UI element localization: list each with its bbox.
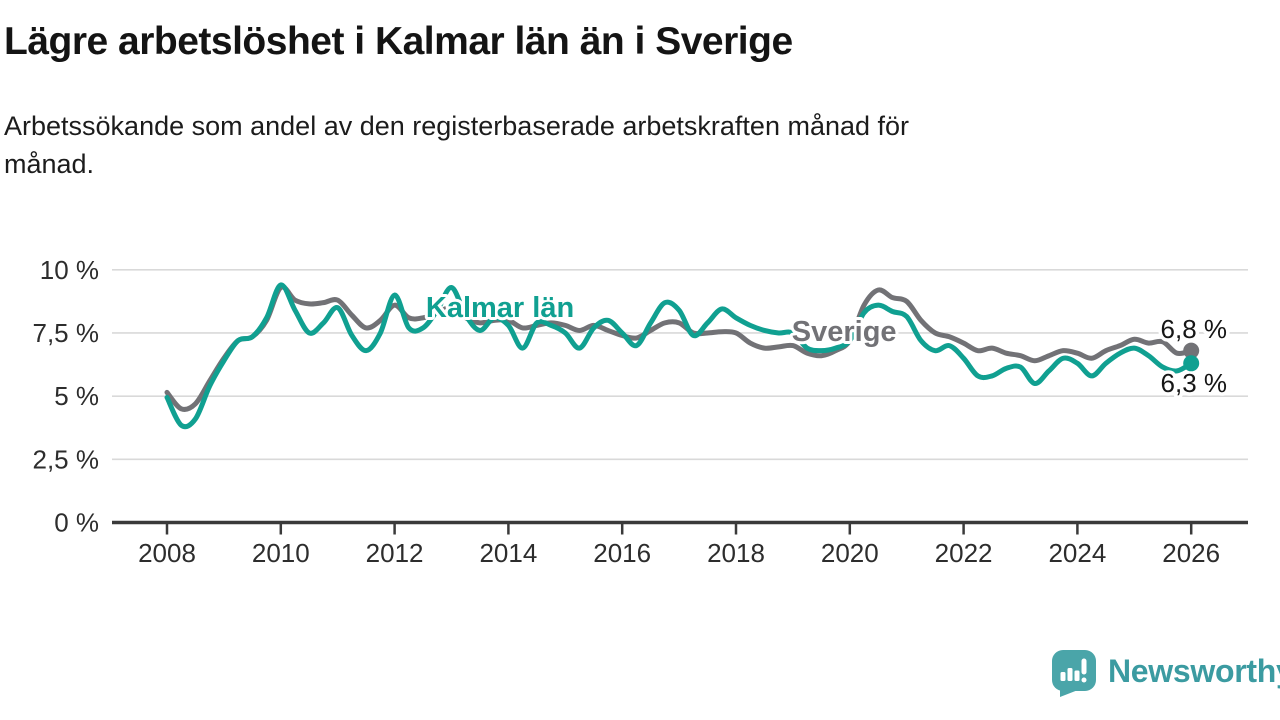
y-axis-label: 10 % xyxy=(40,255,99,285)
end-dot-kalmar xyxy=(1183,355,1200,372)
newsworthy-brand: Newsworthy xyxy=(1051,649,1280,698)
chart-subtitle: Arbetssökande som andel av den registerb… xyxy=(4,111,910,179)
x-axis-label: 2014 xyxy=(479,538,537,568)
x-axis-label: 2024 xyxy=(1048,538,1106,568)
chart-header: Lägre arbetslöshet i Kalmar län än i Sve… xyxy=(4,20,1264,184)
series-line-kalmar xyxy=(164,282,1194,430)
page-title: Lägre arbetslöshet i Kalmar län än i Sve… xyxy=(4,20,793,63)
x-axis-label: 2008 xyxy=(138,538,196,568)
y-axis-label: 2,5 % xyxy=(33,444,100,474)
series-label-kalmar: Kalmar län xyxy=(426,292,574,324)
x-axis-label: 2012 xyxy=(366,538,424,568)
y-axis-label: 5 % xyxy=(54,381,99,411)
x-axis-label: 2026 xyxy=(1162,538,1220,568)
newsworthy-wordmark: Newsworthy xyxy=(1108,653,1280,689)
x-axis-label: 2018 xyxy=(707,538,765,568)
end-value-label: 6,8 % xyxy=(1161,314,1228,344)
end-dot-sverige xyxy=(1183,342,1200,359)
x-axis-label: 2010 xyxy=(252,538,310,568)
x-axis-label: 2022 xyxy=(935,538,993,568)
newsworthy-logo-icon xyxy=(1052,650,1096,697)
x-axis-label: 2020 xyxy=(821,538,879,568)
series-line-sverige xyxy=(164,284,1194,412)
y-axis-label: 7,5 % xyxy=(33,318,100,348)
x-axis-label: 2016 xyxy=(593,538,651,568)
series-label-sverige: Sverige xyxy=(792,316,897,348)
end-value-label: 6,3 % xyxy=(1161,368,1228,398)
y-axis-label: 0 % xyxy=(54,508,99,538)
